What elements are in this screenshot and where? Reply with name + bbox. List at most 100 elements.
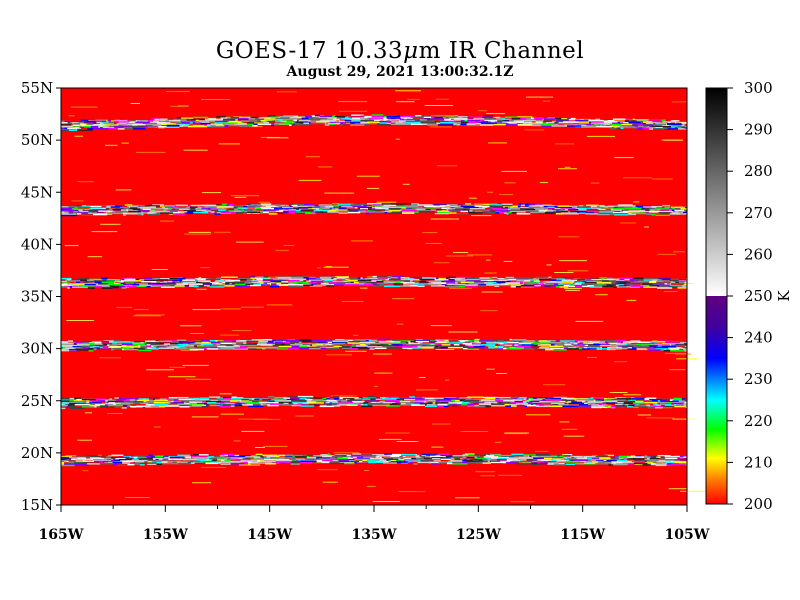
band-cell (312, 399, 323, 401)
band-cell (431, 457, 446, 459)
band-cell (310, 280, 325, 283)
band-cell (346, 454, 351, 457)
band-cell (343, 344, 348, 347)
band-cell (71, 125, 88, 127)
band-cell (574, 283, 582, 285)
band-cell (672, 211, 679, 213)
band-cell (391, 121, 403, 123)
band-cell (552, 208, 561, 211)
band-cell (611, 344, 626, 346)
band-cell (587, 343, 594, 345)
band-cell (230, 400, 238, 402)
band-cell (329, 397, 340, 399)
band-cell (425, 456, 431, 458)
band-cell (400, 279, 416, 281)
band-cell (86, 463, 101, 465)
band-cell (291, 204, 298, 207)
band-cell (294, 456, 307, 458)
band-cell (445, 278, 451, 280)
band-cell (122, 208, 130, 210)
heatmap-streak (623, 177, 652, 179)
band-cell (627, 347, 633, 349)
band-cell (503, 347, 507, 350)
band-cell (480, 120, 485, 122)
band-cell (161, 346, 167, 348)
band-cell (606, 454, 615, 457)
band-cell (281, 282, 289, 285)
band-cell (610, 458, 621, 461)
band-cell (295, 458, 308, 460)
band-cell (349, 403, 358, 406)
band-cell (379, 340, 384, 342)
band-cell (373, 284, 380, 286)
band-cell (263, 122, 270, 124)
band-cell (595, 400, 602, 402)
band-cell (452, 342, 463, 344)
band-cell (500, 118, 505, 120)
band-cell (112, 343, 122, 345)
band-cell (435, 455, 441, 457)
band-cell (290, 116, 298, 119)
band-cell (402, 347, 408, 349)
band-cell (115, 399, 130, 402)
band-cell (205, 209, 219, 211)
band-cell (316, 343, 329, 345)
band-cell (240, 120, 257, 122)
band-cell (195, 342, 211, 344)
band-cell (630, 456, 634, 458)
band-cell (347, 280, 358, 282)
band-cell (524, 280, 531, 282)
band-cell (262, 347, 277, 349)
band-cell (125, 282, 134, 284)
band-cell (82, 342, 95, 344)
band-cell (627, 463, 634, 465)
band-cell (278, 116, 294, 118)
band-cell (158, 126, 165, 129)
heatmap-streak (201, 466, 227, 468)
band-cell (351, 456, 364, 458)
heatmap-streak (453, 252, 469, 253)
band-cell (151, 456, 156, 458)
band-cell (376, 280, 384, 283)
band-cell (313, 460, 323, 462)
band-cell (324, 206, 334, 208)
heatmap-streak (338, 101, 368, 103)
band-cell (611, 461, 627, 463)
band-cell (286, 343, 295, 345)
band-cell (325, 343, 334, 346)
band-cell (643, 286, 658, 288)
band-cell (458, 340, 471, 342)
heatmap-streak (504, 182, 516, 184)
band-cell (466, 456, 475, 459)
band-cell (135, 121, 150, 124)
band-cell (516, 119, 526, 121)
band-cell (387, 212, 400, 215)
band-cell (322, 284, 331, 286)
band-cell (446, 276, 457, 279)
band-cell (108, 402, 116, 404)
band-cell (407, 347, 413, 350)
band-cell (559, 340, 576, 342)
band-cell (111, 456, 118, 459)
band-cell (631, 400, 644, 402)
band-cell (243, 461, 248, 464)
band-cell (647, 458, 650, 460)
band-cell (652, 405, 665, 408)
band-cell (590, 206, 598, 208)
band-cell (242, 458, 251, 460)
band-cell (87, 122, 94, 124)
band-cell (140, 345, 147, 347)
band-cell (82, 459, 86, 462)
band-cell (210, 123, 218, 126)
band-cell (175, 282, 183, 284)
band-cell (74, 397, 82, 400)
band-cell (192, 457, 208, 459)
band-cell (125, 457, 134, 459)
band-cell (363, 205, 373, 207)
band-cell (235, 212, 248, 214)
band-cell (111, 458, 113, 461)
band-cell (366, 277, 378, 280)
band-cell (567, 401, 572, 403)
band-cell (464, 120, 468, 122)
band-cell (601, 278, 604, 280)
